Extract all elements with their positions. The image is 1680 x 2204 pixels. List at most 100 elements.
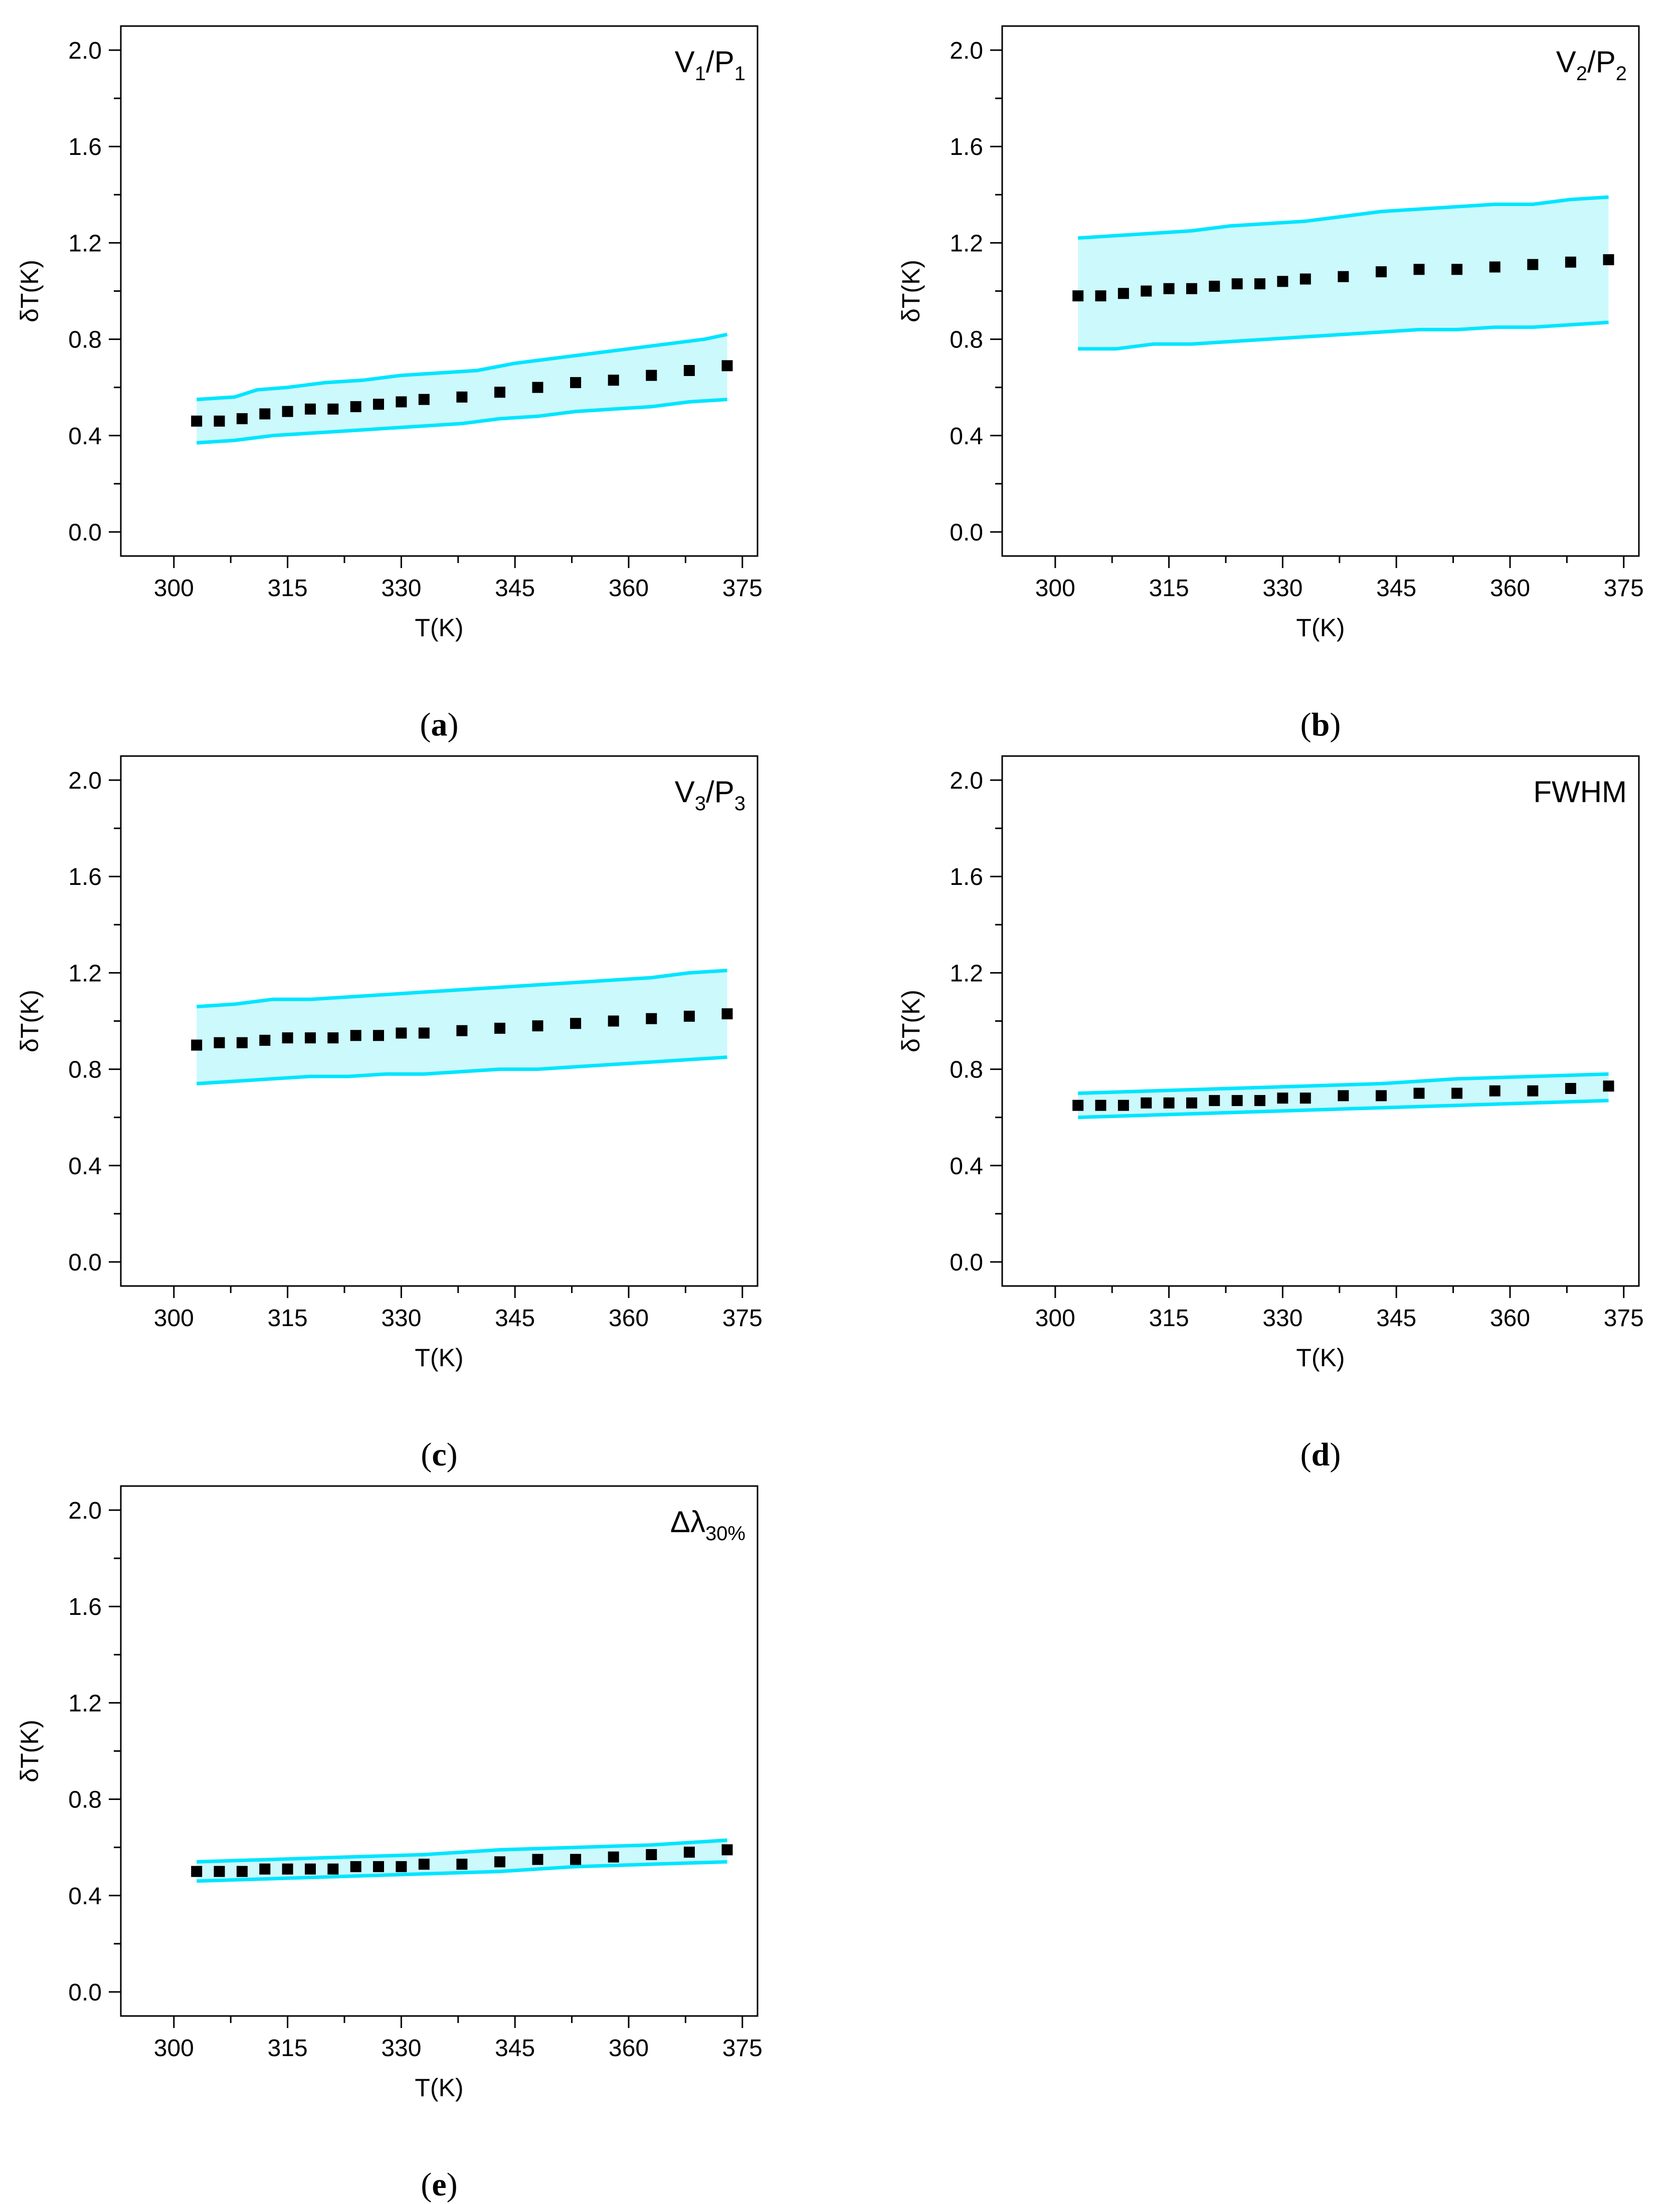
- data-point: [646, 1013, 657, 1024]
- x-axis-label: T(K): [415, 614, 463, 642]
- data-point: [532, 1854, 543, 1865]
- data-point: [1338, 1090, 1349, 1101]
- y-tick-label: 2.0: [68, 1498, 102, 1524]
- y-tick-label: 1.6: [950, 864, 983, 890]
- panel-label-main: /P: [706, 775, 734, 809]
- chart-panel-e: 300 315 330 345 360 375 0.0 0.4 0.8 1.2 1.6 2.0 T(K)…: [16, 1485, 763, 2203]
- data-point: [259, 408, 271, 420]
- y-tick-label: 1.2: [68, 1690, 102, 1717]
- panel-label-main: /P: [1587, 45, 1616, 79]
- y-tick-label: 1.2: [950, 960, 983, 987]
- panel-label-main: V: [1556, 45, 1576, 79]
- data-point: [1299, 1092, 1311, 1104]
- data-points: [1072, 1080, 1614, 1111]
- x-tick-label: 300: [154, 2035, 194, 2062]
- data-point: [214, 415, 225, 427]
- data-point: [456, 1859, 468, 1870]
- y-tick-label: 0.4: [68, 423, 102, 450]
- y-axis-label: δT(K): [16, 260, 44, 322]
- panel-label-subscript: 1: [734, 63, 745, 85]
- y-axis-label: δT(K): [16, 990, 44, 1052]
- data-point: [1527, 1085, 1539, 1096]
- data-point: [1141, 285, 1152, 297]
- x-tick-label: 360: [609, 1305, 649, 1332]
- panel-label: V2/P2: [1556, 45, 1627, 85]
- x-tick-label: 300: [1035, 575, 1075, 602]
- data-point: [1231, 278, 1243, 290]
- data-point: [236, 413, 248, 425]
- upper-bound-line: [1078, 1072, 1609, 1095]
- data-points: [1072, 254, 1614, 302]
- y-axis: 0.0 0.4 0.8 1.2 1.6 2.0: [950, 38, 1002, 546]
- data-point: [282, 1032, 293, 1044]
- plot-frame: [120, 1485, 759, 2017]
- y-tick-label: 0.0: [950, 1249, 983, 1276]
- data-point: [396, 396, 407, 408]
- caption-close: ): [1330, 1436, 1341, 1473]
- panel-label: V3/P3: [675, 775, 745, 815]
- data-point: [350, 1030, 361, 1041]
- data-point: [608, 375, 619, 386]
- data-point: [1376, 1090, 1387, 1101]
- caption-open: (: [1300, 706, 1312, 743]
- chart-panel-d: 300 315 330 345 360 375 0.0 0.4 0.8 1.2 1.6 2.0 T(K)…: [897, 755, 1644, 1473]
- panel-caption: (b): [1300, 706, 1341, 743]
- x-tick-label: 360: [1490, 575, 1530, 602]
- data-point: [570, 1854, 582, 1865]
- y-axis: 0.0 0.4 0.8 1.2 1.6 2.0: [950, 768, 1002, 1276]
- caption-letter: d: [1312, 1436, 1330, 1473]
- y-tick-label: 1.2: [68, 960, 102, 987]
- data-point: [1186, 283, 1197, 294]
- x-tick-label: 330: [381, 575, 421, 602]
- data-point: [721, 1008, 733, 1020]
- panel-label-main: Δλ: [670, 1505, 705, 1539]
- x-tick-label: 345: [495, 575, 535, 602]
- y-tick-label: 2.0: [68, 38, 102, 64]
- panel-label: V1/P1: [675, 45, 745, 85]
- data-point: [305, 1863, 316, 1875]
- y-tick-label: 1.6: [68, 864, 102, 890]
- data-point: [1413, 1087, 1425, 1099]
- y-axis-label: δT(K): [897, 990, 925, 1052]
- data-point: [1527, 259, 1539, 270]
- data-point: [1095, 290, 1106, 302]
- caption-close: ): [447, 2166, 458, 2203]
- data-point: [1277, 1092, 1288, 1104]
- data-point: [236, 1037, 248, 1048]
- data-point: [1451, 1087, 1463, 1099]
- data-point: [418, 1859, 430, 1870]
- data-point: [214, 1037, 225, 1048]
- data-point: [494, 387, 505, 398]
- y-tick-label: 0.0: [950, 519, 983, 546]
- data-point: [327, 1863, 339, 1875]
- y-axis: 0.0 0.4 0.8 1.2 1.6 2.0: [68, 38, 121, 546]
- data-point: [396, 1027, 407, 1039]
- data-point: [1254, 278, 1265, 290]
- data-point: [1565, 1083, 1576, 1094]
- caption-close: ): [448, 706, 459, 743]
- x-tick-label: 375: [722, 575, 763, 602]
- x-tick-label: 330: [381, 1305, 421, 1332]
- y-tick-label: 0.8: [68, 1787, 102, 1813]
- y-tick-label: 1.6: [68, 134, 102, 160]
- x-axis-label: T(K): [1296, 614, 1345, 642]
- y-tick-label: 0.0: [68, 1249, 102, 1276]
- caption-open: (: [420, 706, 431, 743]
- lower-bound-line: [196, 398, 727, 445]
- x-axis: 300 315 330 345 360 375: [154, 556, 763, 602]
- data-point: [1451, 264, 1463, 275]
- data-point: [373, 399, 384, 410]
- data-point: [1117, 288, 1129, 299]
- data-point: [456, 391, 468, 403]
- upper-bound-line: [1077, 195, 1609, 240]
- data-point: [1565, 256, 1576, 268]
- y-tick-label: 2.0: [950, 768, 983, 794]
- x-tick-label: 375: [1604, 1305, 1644, 1332]
- panel-label-main: V: [675, 775, 695, 809]
- data-point: [1603, 254, 1614, 265]
- x-axis: 300 315 330 345 360 375: [154, 2016, 763, 2062]
- data-point: [456, 1025, 468, 1036]
- upper-bound-line: [196, 969, 727, 1009]
- data-point: [1072, 1099, 1084, 1111]
